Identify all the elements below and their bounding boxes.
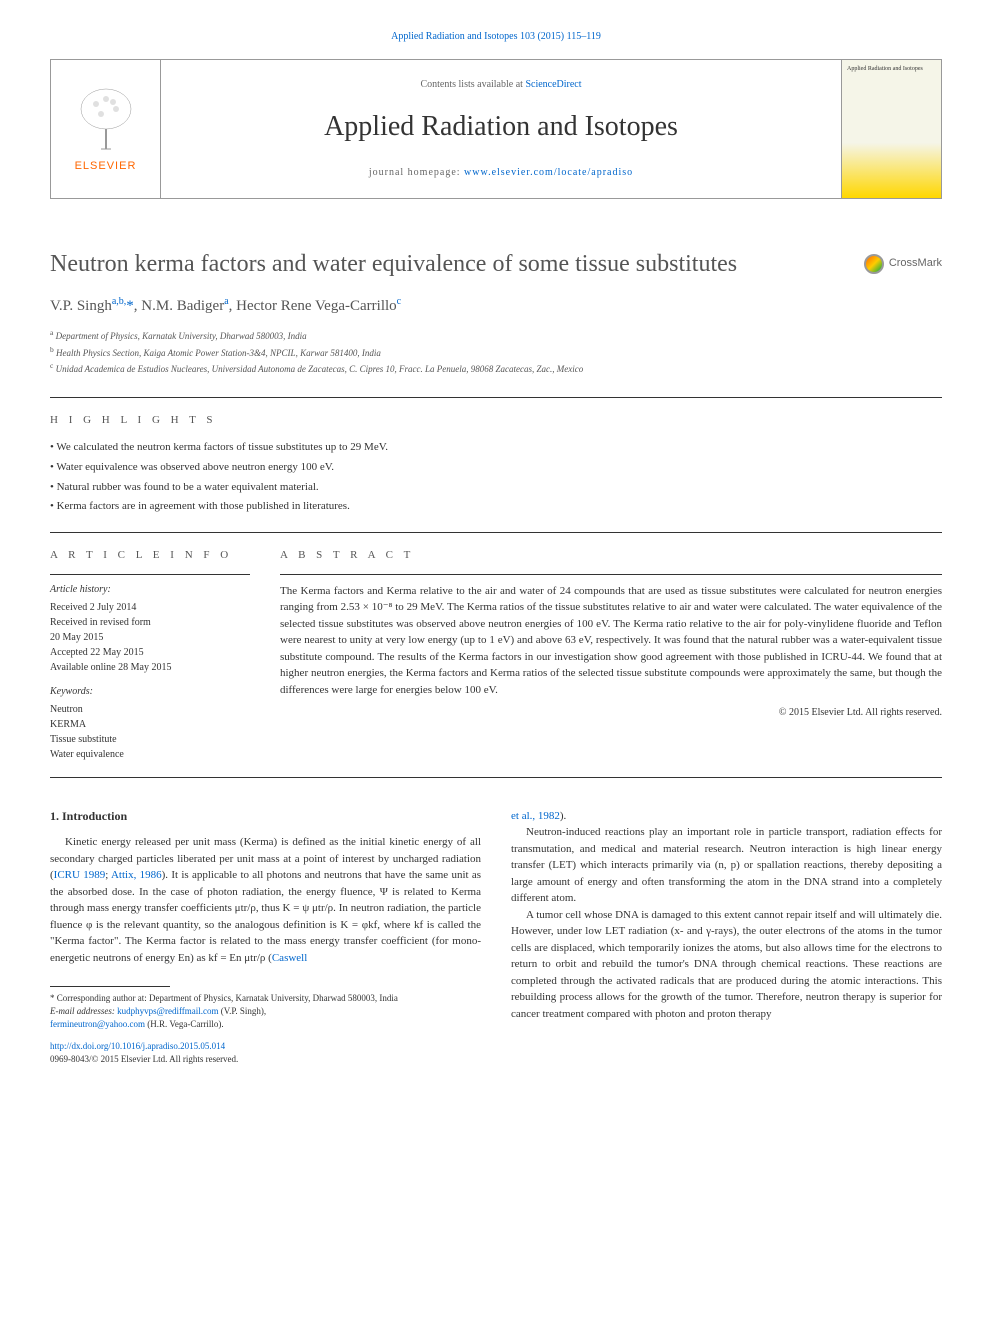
email-link[interactable]: fermineutron@yahoo.com <box>50 1019 145 1029</box>
abstract-text: The Kerma factors and Kerma relative to … <box>280 583 942 699</box>
affiliation-a: a Department of Physics, Karnatak Univer… <box>50 327 942 344</box>
article-title: Neutron kerma factors and water equivale… <box>50 249 942 280</box>
publisher-name: ELSEVIER <box>75 159 137 174</box>
doi-line: http://dx.doi.org/10.1016/j.apradiso.201… <box>50 1040 481 1053</box>
journal-cover-thumbnail: Applied Radiation and Isotopes <box>841 60 941 198</box>
divider <box>50 574 250 575</box>
email-footnote: E-mail addresses: kudphyvps@rediffmail.c… <box>50 1005 481 1030</box>
top-citation: Applied Radiation and Isotopes 103 (2015… <box>50 30 942 44</box>
journal-title: Applied Radiation and Isotopes <box>171 107 831 146</box>
footnote-divider <box>50 986 170 987</box>
crossmark-label: CrossMark <box>889 256 942 271</box>
crossmark-icon <box>864 254 884 274</box>
abstract-label: A B S T R A C T <box>280 548 942 563</box>
sciencedirect-link[interactable]: ScienceDirect <box>525 79 581 90</box>
highlight-item: Natural rubber was found to be a water e… <box>50 478 942 498</box>
highlights-list: We calculated the neutron kerma factors … <box>50 438 942 517</box>
article-info-column: A R T I C L E I N F O Article history: R… <box>50 548 250 761</box>
divider <box>50 532 942 533</box>
ref-link[interactable]: et al., 1982 <box>511 810 560 822</box>
body-paragraph: et al., 1982). <box>511 808 942 825</box>
email-link[interactable]: kudphyvps@rediffmail.com <box>117 1006 218 1016</box>
divider <box>50 397 942 398</box>
highlight-item: Water equivalence was observed above neu… <box>50 458 942 478</box>
body-paragraph: Neutron-induced reactions play an import… <box>511 824 942 907</box>
right-column: et al., 1982). Neutron-induced reactions… <box>511 808 942 1066</box>
journal-homepage: journal homepage: www.elsevier.com/locat… <box>171 166 831 180</box>
issn-line: 0969-8043/© 2015 Elsevier Ltd. All right… <box>50 1053 481 1066</box>
highlights-label: H I G H L I G H T S <box>50 413 942 428</box>
authors-list: V.P. Singha,b,*, N.M. Badigera, Hector R… <box>50 295 942 317</box>
affiliation-b: b Health Physics Section, Kaiga Atomic P… <box>50 344 942 361</box>
elsevier-tree-icon <box>71 84 141 154</box>
top-citation-link[interactable]: Applied Radiation and Isotopes 103 (2015… <box>391 31 601 42</box>
divider <box>50 777 942 778</box>
body-paragraph: A tumor cell whose DNA is damaged to thi… <box>511 907 942 1023</box>
info-abstract-section: A R T I C L E I N F O Article history: R… <box>50 548 942 761</box>
journal-header: ELSEVIER Contents lists available at Sci… <box>50 59 942 199</box>
cover-title: Applied Radiation and Isotopes <box>847 65 936 73</box>
homepage-link[interactable]: www.elsevier.com/locate/apradiso <box>464 167 633 178</box>
left-column: 1. Introduction Kinetic energy released … <box>50 808 481 1066</box>
ref-link[interactable]: Attix, 1986 <box>111 869 162 881</box>
intro-heading: 1. Introduction <box>50 808 481 825</box>
abstract-column: A B S T R A C T The Kerma factors and Ke… <box>280 548 942 761</box>
publisher-logo: ELSEVIER <box>51 60 161 198</box>
highlight-item: Kerma factors are in agreement with thos… <box>50 497 942 517</box>
divider <box>280 574 942 575</box>
ref-link[interactable]: Caswell <box>272 952 307 964</box>
body-columns: 1. Introduction Kinetic energy released … <box>50 808 942 1066</box>
affiliation-c: c Unidad Academica de Estudios Nucleares… <box>50 360 942 377</box>
history-text: Received 2 July 2014 Received in revised… <box>50 600 250 675</box>
highlight-item: We calculated the neutron kerma factors … <box>50 438 942 458</box>
affiliations: a Department of Physics, Karnatak Univer… <box>50 327 942 377</box>
body-paragraph: Kinetic energy released per unit mass (K… <box>50 834 481 966</box>
keywords-heading: Keywords: <box>50 685 250 699</box>
contents-available: Contents lists available at ScienceDirec… <box>171 78 831 92</box>
article-info-label: A R T I C L E I N F O <box>50 548 250 563</box>
doi-link[interactable]: http://dx.doi.org/10.1016/j.apradiso.201… <box>50 1041 225 1051</box>
header-center: Contents lists available at ScienceDirec… <box>161 68 841 190</box>
crossmark-badge[interactable]: CrossMark <box>864 254 942 274</box>
abstract-copyright: © 2015 Elsevier Ltd. All rights reserved… <box>280 706 942 720</box>
corresponding-author-note: * Corresponding author at: Department of… <box>50 992 481 1005</box>
ref-link[interactable]: ICRU 1989 <box>54 869 106 881</box>
history-heading: Article history: <box>50 583 250 597</box>
keywords-list: Neutron KERMA Tissue substitute Water eq… <box>50 702 250 762</box>
